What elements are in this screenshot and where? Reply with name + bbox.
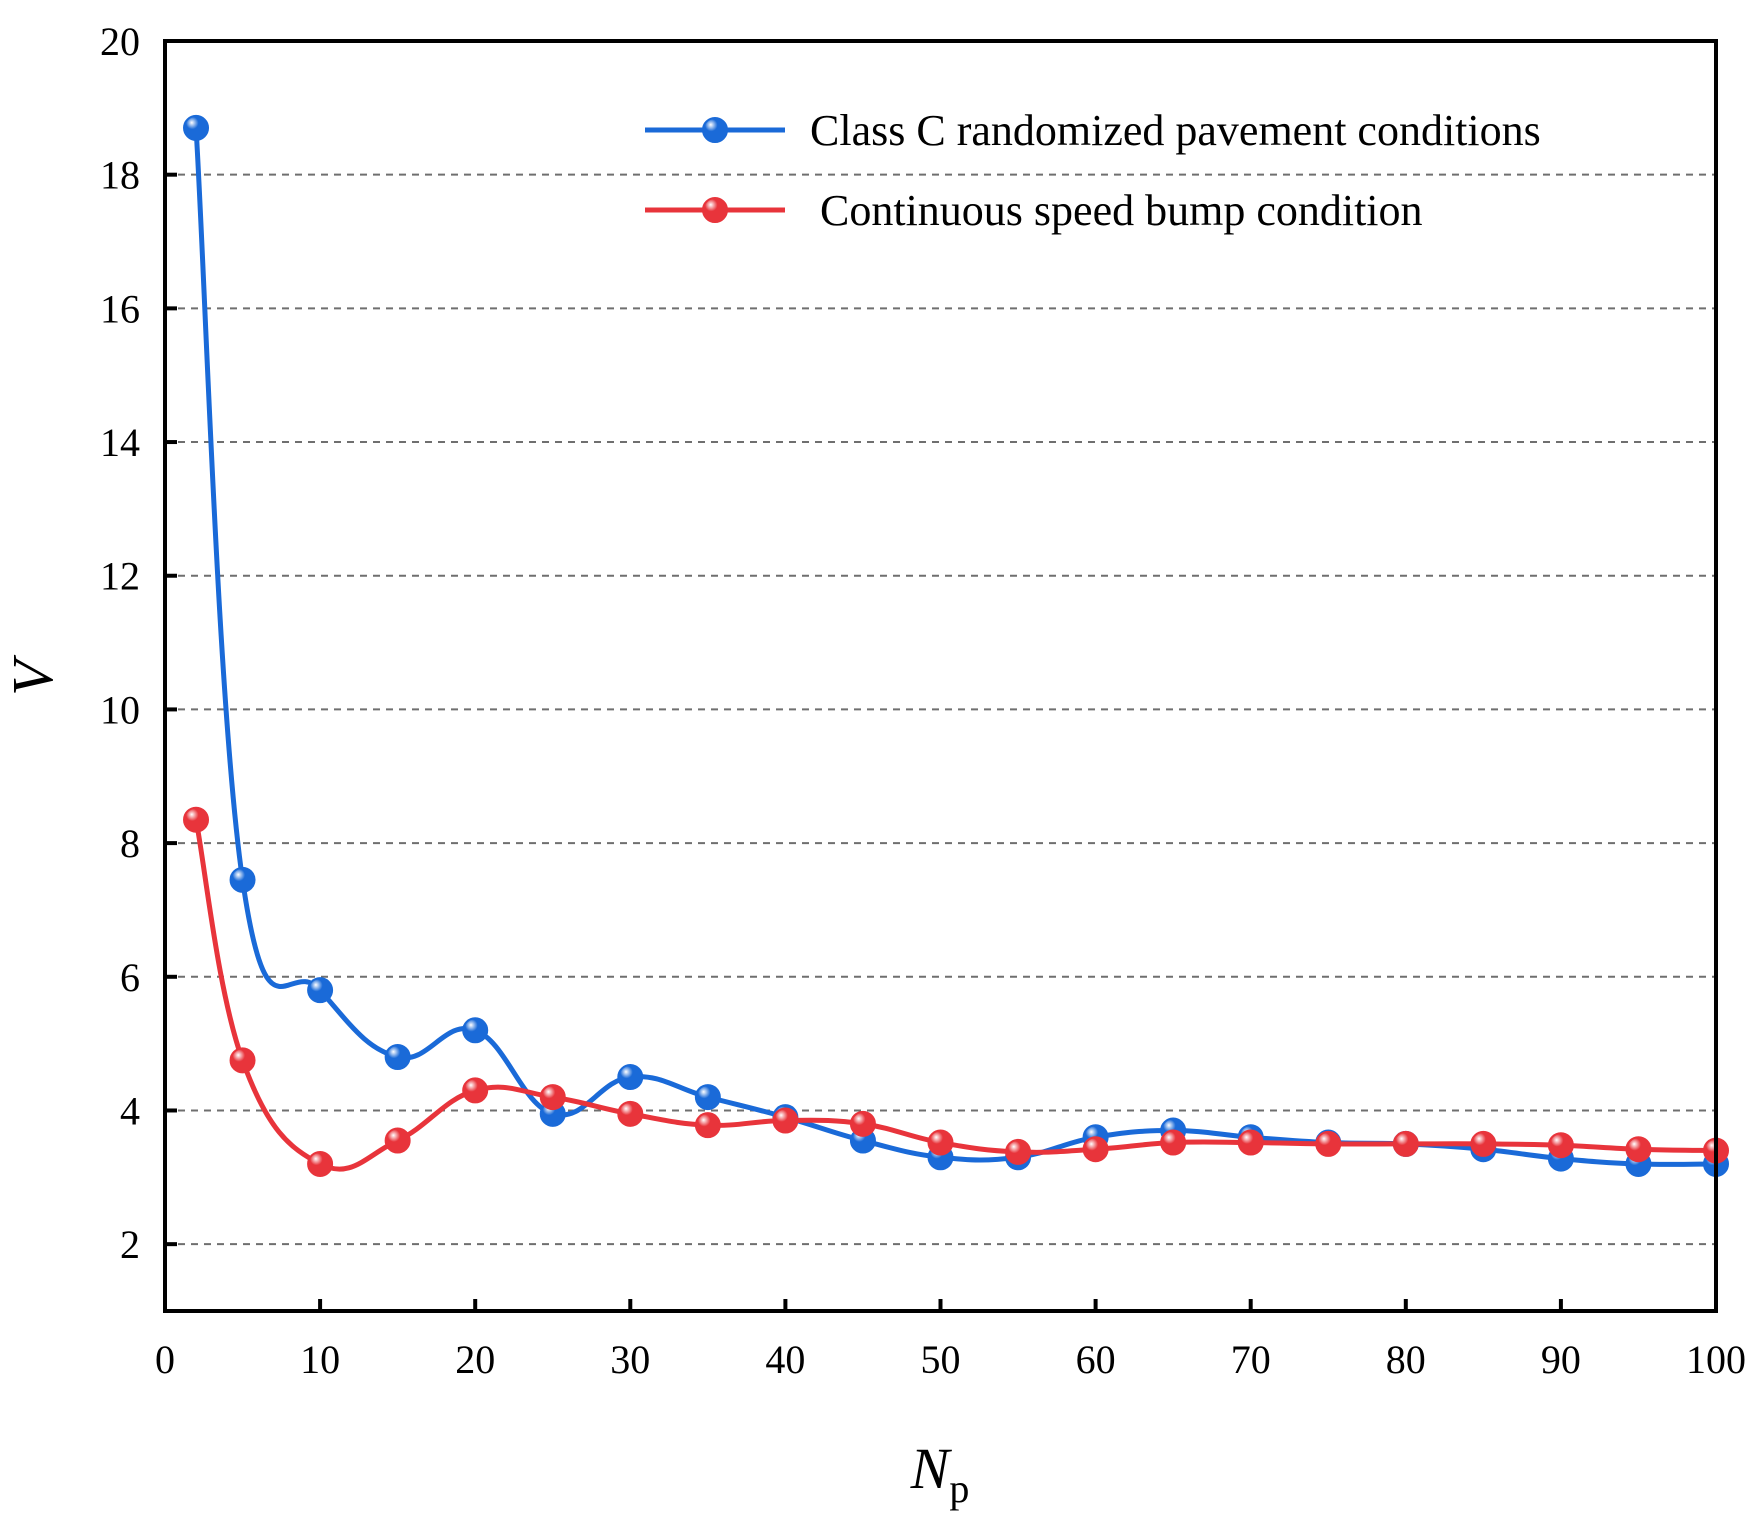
data-point [617, 1064, 644, 1091]
data-point [1547, 1132, 1574, 1159]
data-point [694, 1112, 721, 1139]
x-tick-label: 20 [455, 1337, 495, 1382]
data-point [694, 1084, 721, 1111]
data-point [183, 806, 210, 833]
x-tick-label: 80 [1386, 1337, 1426, 1382]
series-line-1 [193, 127, 1717, 1167]
y-axis-title: V [0, 654, 65, 696]
data-point [307, 1150, 334, 1177]
data-point [229, 866, 256, 893]
legend-label: Class C randomized pavement conditions [810, 106, 1541, 155]
data-point [927, 1129, 954, 1156]
legend-item-1: Class C randomized pavement conditions [645, 106, 1541, 155]
data-point [1392, 1130, 1419, 1157]
data-point [384, 1127, 411, 1154]
y-tick-label: 8 [120, 821, 140, 866]
y-axis: 2 4 6 8 10 12 14 16 18 20 [100, 19, 177, 1267]
data-point [229, 1047, 256, 1074]
data-point [384, 1044, 411, 1070]
data-point [307, 977, 334, 1004]
x-tick-label: 10 [300, 1337, 340, 1382]
y-tick-label: 6 [120, 955, 140, 1000]
data-point [1237, 1129, 1264, 1156]
data-point [1160, 1129, 1187, 1156]
series-2 [183, 806, 1729, 1177]
data-point [462, 1077, 489, 1104]
x-tick-label: 90 [1541, 1337, 1581, 1382]
x-tick-label: 50 [921, 1337, 961, 1382]
legend-swatch-marker [702, 197, 728, 223]
y-tick-label: 10 [100, 687, 140, 732]
series-line-2 [193, 819, 1717, 1172]
data-point [1315, 1130, 1342, 1157]
x-tick-label: 60 [1076, 1337, 1116, 1382]
series-1 [183, 114, 1729, 1177]
data-point [1470, 1130, 1497, 1157]
legend-label: Continuous speed bump condition [820, 186, 1423, 235]
y-tick-label: 16 [100, 286, 140, 331]
x-axis-title-subscript: p [949, 1466, 969, 1511]
data-point [539, 1084, 566, 1111]
data-point [1625, 1136, 1652, 1163]
data-point [772, 1107, 799, 1134]
legend-swatch-marker [702, 117, 728, 143]
data-point [183, 114, 210, 141]
x-axis: 0 10 20 30 40 50 60 70 80 90 100 [155, 1299, 1746, 1382]
y-tick-label: 12 [100, 554, 140, 599]
grid-lines [165, 173, 1716, 1246]
x-tick-label: 30 [610, 1337, 650, 1382]
x-tick-label: 70 [1231, 1337, 1271, 1382]
y-tick-label: 14 [100, 420, 140, 465]
legend-item-2: Continuous speed bump condition [645, 186, 1423, 235]
y-tick-label: 20 [100, 19, 140, 64]
data-point [1005, 1138, 1032, 1165]
data-point [1082, 1136, 1109, 1163]
y-tick-label: 4 [120, 1088, 140, 1133]
x-tick-label: 40 [765, 1337, 805, 1382]
data-point [462, 1017, 489, 1044]
y-tick-label: 18 [100, 153, 140, 198]
x-axis-title: Np [910, 1436, 970, 1511]
x-tick-label: 0 [155, 1337, 175, 1382]
x-axis-title-main: N [910, 1436, 953, 1501]
x-tick-label: 100 [1686, 1337, 1746, 1382]
data-point [617, 1100, 644, 1127]
data-point [849, 1110, 876, 1137]
series-layer [183, 114, 1729, 1177]
legend: Class C randomized pavement conditions Co… [645, 106, 1541, 235]
y-tick-label: 2 [120, 1222, 140, 1267]
